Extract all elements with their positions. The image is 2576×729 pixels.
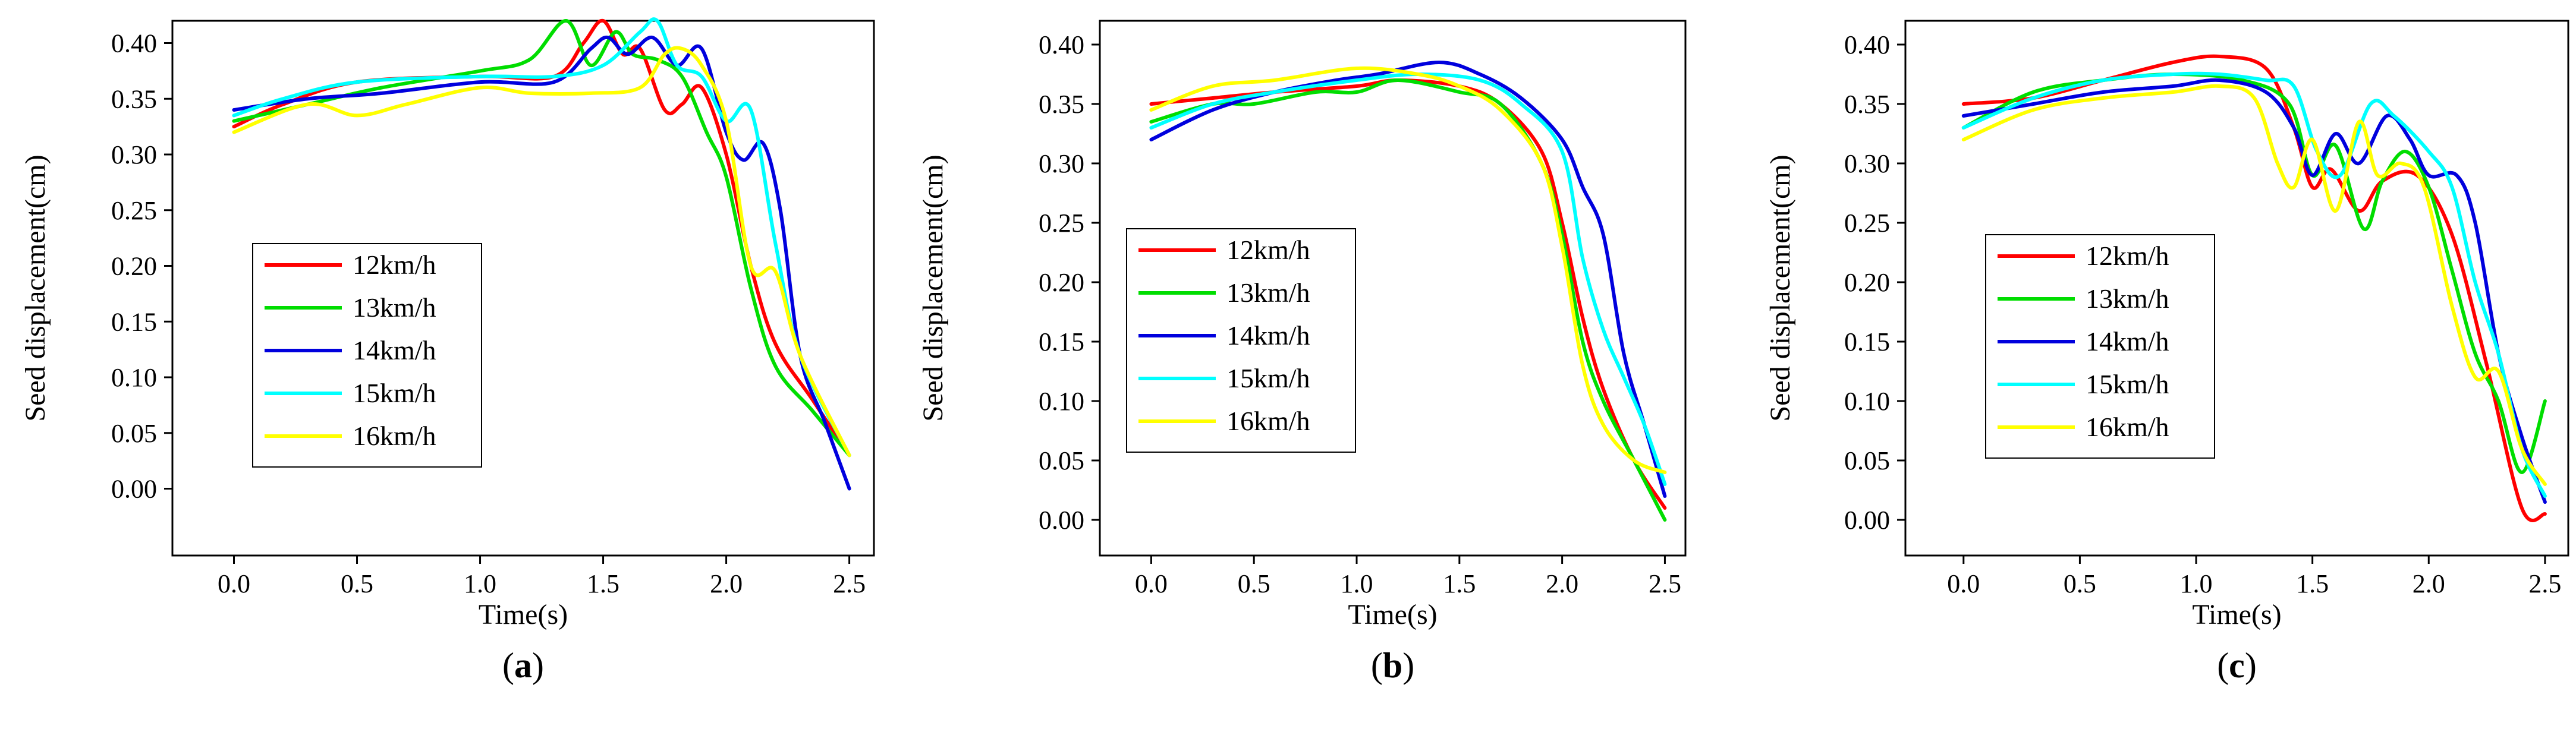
series-line-15km-per-h (232, 17, 851, 457)
y-tick-label: 0.05 (1844, 446, 1890, 475)
x-tick-label: 1.0 (464, 569, 496, 598)
legend-box (1126, 228, 1356, 453)
panel-c: 0.0 0.5 1.0 1.5 2.0 2.5 0.00 0.05 0.10 0.15 0.20 0.… (1764, 20, 2569, 685)
x-tick-label: 2.0 (2413, 569, 2445, 598)
x-tick-label: 1.5 (587, 569, 619, 598)
legend-label: 13km/h (1226, 277, 1310, 308)
y-axis-title: Seed displacement(cm) (1764, 154, 1796, 421)
legend-label: 14km/h (2086, 326, 2169, 356)
series-line-13km-per-h (1149, 78, 1667, 522)
y-tick-label: 0.25 (111, 196, 157, 225)
y-tick-label: 0.15 (1844, 327, 1890, 356)
y-tick-label: 0.20 (1844, 268, 1890, 297)
y-tick-label: 0.25 (1844, 209, 1890, 238)
y-tick-label: 0.15 (1039, 327, 1084, 356)
legend-label: 13km/h (353, 292, 436, 323)
series-line-16km-per-h (232, 46, 851, 457)
y-tick-label: 0.10 (111, 363, 157, 392)
legend: 12km/h 13km/h 14km/h 15km/h 16km/h (1126, 228, 1356, 453)
x-tick-label: 0.0 (1947, 569, 1980, 598)
y-tick-label: 0.15 (111, 307, 157, 336)
legend-label: 15km/h (353, 378, 436, 408)
legend-label: 15km/h (2086, 369, 2169, 399)
panel-label: (c) (2217, 646, 2257, 685)
y-tick-label: 0.30 (1039, 149, 1084, 178)
y-tick-label: 0.10 (1039, 387, 1084, 416)
x-tick-label: 1.0 (2180, 569, 2213, 598)
y-tick-label: 0.25 (1039, 209, 1084, 238)
y-tick-label: 0.40 (1039, 30, 1084, 59)
y-tick-label: 0.00 (111, 475, 157, 504)
legend-label: 13km/h (2086, 283, 2169, 314)
y-tick-label: 0.35 (1844, 90, 1890, 119)
series-line-16km-per-h (1961, 84, 2547, 486)
legend-label: 15km/h (1226, 363, 1310, 393)
legend-label: 12km/h (2086, 241, 2169, 271)
x-tick-label: 2.0 (710, 569, 743, 598)
x-tick-label: 1.5 (1443, 569, 1476, 598)
legend: 12km/h 13km/h 14km/h 15km/h 16km/h (252, 243, 482, 468)
y-axis-title: Seed displacement(cm) (20, 154, 51, 421)
y-tick-label: 0.10 (1844, 387, 1890, 416)
y-tick-label: 0.20 (111, 252, 157, 281)
x-tick-label: 2.0 (1546, 569, 1578, 598)
series-line-14km-per-h (1961, 78, 2547, 504)
x-tick-label: 1.0 (1341, 569, 1373, 598)
panel-label: (b) (1371, 646, 1414, 685)
legend-label: 16km/h (353, 421, 436, 451)
legend-box (252, 243, 482, 468)
panel-label: (a) (502, 646, 544, 685)
y-tick-label: 0.05 (111, 419, 157, 448)
y-tick-label: 0.35 (1039, 90, 1084, 119)
x-tick-label: 0.5 (2064, 569, 2096, 598)
panel-b: 0.0 0.5 1.0 1.5 2.0 2.5 0.00 0.05 0.10 0.15 0.20 0.… (917, 20, 1687, 685)
y-axis-title: Seed displacement(cm) (917, 154, 949, 421)
plot-frame (1904, 20, 2569, 557)
x-tick-label: 2.5 (833, 569, 866, 598)
y-tick-label: 0.00 (1039, 506, 1084, 535)
y-tick-label: 0.30 (1844, 149, 1890, 178)
y-tick-label: 0.20 (1039, 268, 1084, 297)
plot-frame (1099, 20, 1687, 557)
legend-box (1985, 234, 2215, 459)
x-axis-title: Time(s) (1348, 599, 1437, 630)
y-tick-label: 0.30 (111, 140, 157, 169)
y-tick-label: 0.40 (1844, 30, 1890, 59)
series-line-15km-per-h (1149, 72, 1667, 486)
y-tick-label: 0.40 (111, 29, 157, 58)
x-tick-label: 0.5 (1238, 569, 1270, 598)
x-tick-label: 2.5 (2528, 569, 2561, 598)
legend: 12km/h 13km/h 14km/h 15km/h 16km/h (1985, 234, 2215, 459)
panel-a: 0.0 0.5 1.0 1.5 2.0 2.5 0.00 0.05 0.10 0.15 0.20 0.… (20, 17, 875, 685)
x-axis-title: Time(s) (2192, 599, 2281, 630)
x-axis-title: Time(s) (479, 599, 568, 630)
plot-frame (171, 20, 875, 557)
legend-label: 12km/h (353, 250, 436, 280)
y-tick-label: 0.00 (1844, 506, 1890, 535)
legend-label: 12km/h (1226, 235, 1310, 265)
y-tick-label: 0.35 (111, 84, 157, 113)
x-tick-label: 0.0 (218, 569, 250, 598)
legend-label: 14km/h (1226, 320, 1310, 351)
x-tick-label: 2.5 (1649, 569, 1681, 598)
x-tick-label: 1.5 (2296, 569, 2329, 598)
y-tick-label: 0.05 (1039, 446, 1084, 475)
legend-label: 16km/h (2086, 412, 2169, 442)
x-tick-label: 0.5 (341, 569, 373, 598)
legend-label: 14km/h (353, 335, 436, 365)
legend-label: 16km/h (1226, 406, 1310, 436)
series-line-16km-per-h (1149, 66, 1667, 474)
x-tick-label: 0.0 (1135, 569, 1168, 598)
